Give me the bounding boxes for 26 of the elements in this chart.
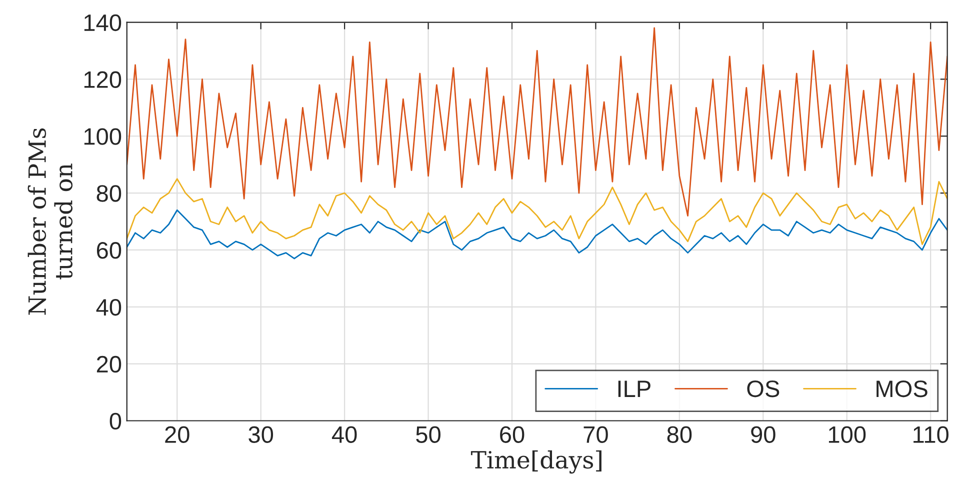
x-tick-label: 90 [751,426,776,443]
x-tick-label: 20 [165,426,190,443]
x-tick-label: 30 [248,426,274,443]
y-tick-label: 120 [84,71,122,88]
x-tick-label: 110 [914,426,948,443]
x-tick-label: 70 [584,426,608,443]
legend-label: ILP [618,380,650,397]
y-tick-label: 20 [96,356,122,373]
line-series [126,27,948,217]
x-tick-label: 60 [500,426,524,443]
x-tick-label: 40 [332,426,357,443]
y-tick-label: 0 [110,412,122,430]
x-axis-title: Time[days] [470,450,602,474]
line-series [126,178,948,245]
y-tick-label: 140 [84,14,122,32]
legend-label: MOS [876,380,928,398]
line-series [126,209,948,260]
x-tick-label: 80 [667,426,692,443]
y-tick-label: 40 [96,298,122,316]
y-tick-label: 100 [84,128,122,145]
x-tick-label: 100 [828,426,866,443]
y-axis-title: Number of PMs turned on [28,128,72,315]
y-tick-label: 80 [96,185,122,202]
y-tick-label: 60 [96,242,122,259]
x-tick-label: 50 [416,426,440,443]
legend-label: OS [747,380,780,398]
